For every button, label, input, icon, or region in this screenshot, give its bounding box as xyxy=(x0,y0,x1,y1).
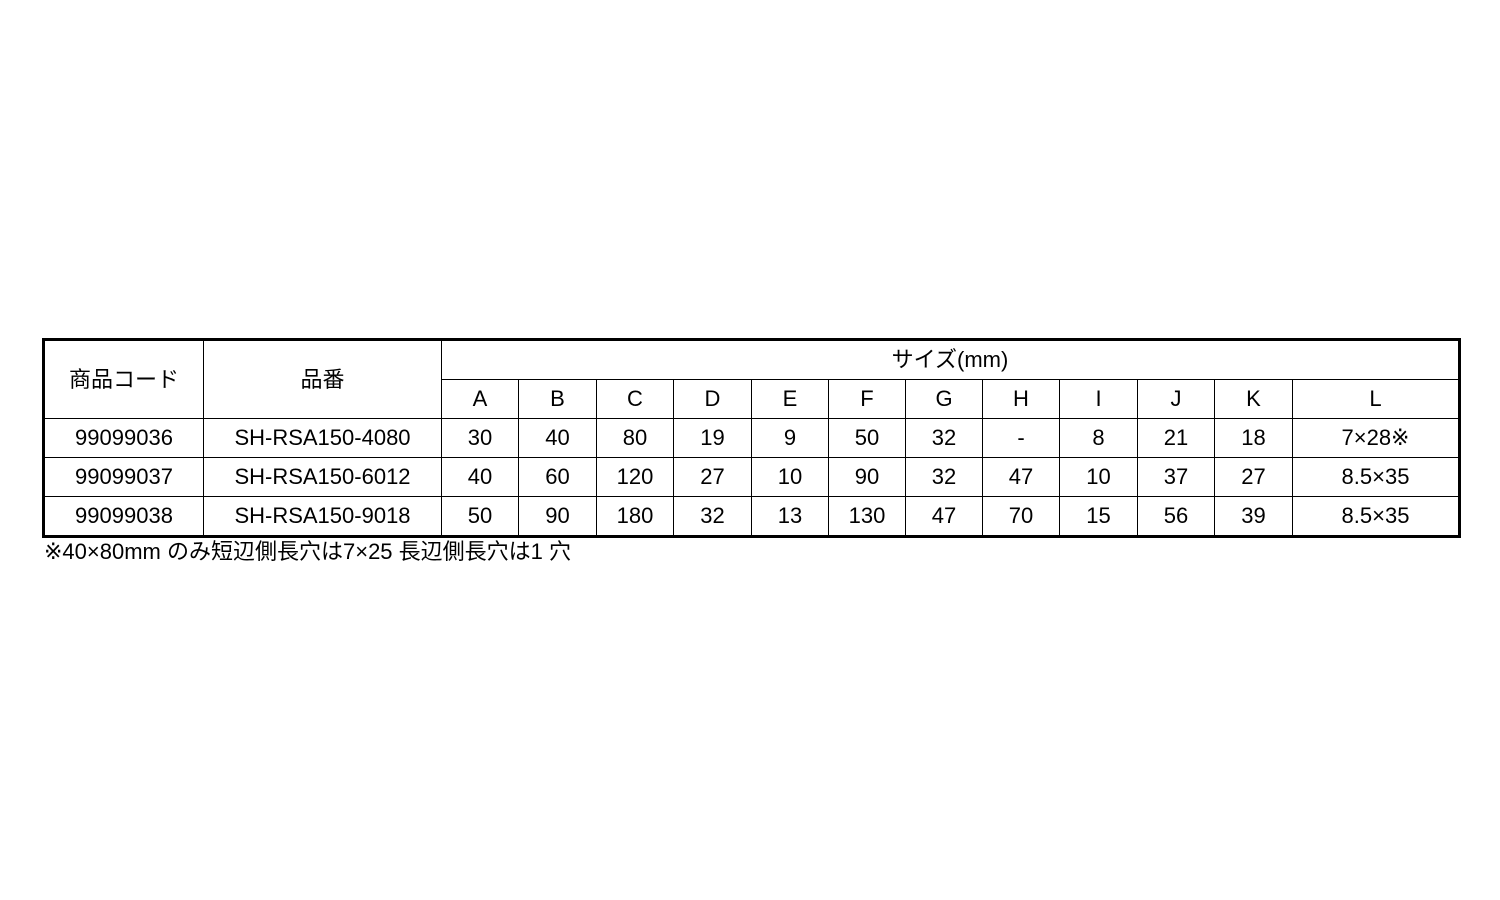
footnote: ※40×80mm のみ短辺側長穴は7×25 長辺側長穴は1 穴 xyxy=(44,539,572,564)
cell-size-j: 37 xyxy=(1137,457,1215,497)
cell-size-c: 80 xyxy=(596,418,674,458)
cell-size-b: 40 xyxy=(518,418,597,458)
header-size-b: B xyxy=(518,379,597,419)
cell-size-h: 47 xyxy=(982,457,1060,497)
table-row: 99099037 SH-RSA150-6012 40 60 120 27 10 90 32 47 1… xyxy=(43,457,1460,497)
header-size-group: サイズ(mm) xyxy=(441,339,1460,380)
cell-size-e: 10 xyxy=(751,457,829,497)
header-size-h: H xyxy=(982,379,1060,419)
cell-size-a: 30 xyxy=(441,418,519,458)
header-size-c: C xyxy=(596,379,674,419)
cell-size-i: 10 xyxy=(1059,457,1138,497)
cell-size-b: 60 xyxy=(518,457,597,497)
table-row: 99099038 SH-RSA150-9018 50 90 180 32 13 130 47 70… xyxy=(43,496,1460,537)
header-code: 商品コード xyxy=(43,339,204,419)
header-size-e: E xyxy=(751,379,829,419)
cell-size-b: 90 xyxy=(518,496,597,537)
header-size-j: J xyxy=(1137,379,1215,419)
cell-size-g: 32 xyxy=(905,418,983,458)
header-size-l: L xyxy=(1292,379,1460,419)
header-size-g: G xyxy=(905,379,983,419)
header-size-i: I xyxy=(1059,379,1138,419)
cell-size-g: 32 xyxy=(905,457,983,497)
cell-size-h: - xyxy=(982,418,1060,458)
cell-size-k: 27 xyxy=(1214,457,1293,497)
cell-size-d: 27 xyxy=(673,457,752,497)
cell-size-d: 32 xyxy=(673,496,752,537)
cell-size-c: 180 xyxy=(596,496,674,537)
cell-size-l: 8.5×35 xyxy=(1292,496,1460,537)
cell-size-j: 56 xyxy=(1137,496,1215,537)
cell-size-l: 8.5×35 xyxy=(1292,457,1460,497)
cell-part-no: SH-RSA150-6012 xyxy=(203,457,442,497)
cell-size-e: 13 xyxy=(751,496,829,537)
header-size-d: D xyxy=(673,379,752,419)
cell-part-no: SH-RSA150-9018 xyxy=(203,496,442,537)
cell-code: 99099038 xyxy=(43,496,204,537)
cell-size-l: 7×28※ xyxy=(1292,418,1460,458)
header-size-f: F xyxy=(828,379,906,419)
cell-size-j: 21 xyxy=(1137,418,1215,458)
table-row: 99099036 SH-RSA150-4080 30 40 80 19 9 50 32-8 21 1… xyxy=(43,418,1460,458)
cell-size-i: 8 xyxy=(1059,418,1138,458)
header-size-a: A xyxy=(441,379,519,419)
cell-size-g: 47 xyxy=(905,496,983,537)
cell-size-k: 39 xyxy=(1214,496,1293,537)
cell-part-no: SH-RSA150-4080 xyxy=(203,418,442,458)
cell-code: 99099036 xyxy=(43,418,204,458)
cell-code: 99099037 xyxy=(43,457,204,497)
cell-size-f: 50 xyxy=(828,418,906,458)
cell-size-e: 9 xyxy=(751,418,829,458)
header-part-no: 品番 xyxy=(203,339,442,419)
cell-size-i: 15 xyxy=(1059,496,1138,537)
cell-size-a: 50 xyxy=(441,496,519,537)
cell-size-k: 18 xyxy=(1214,418,1293,458)
cell-size-c: 120 xyxy=(596,457,674,497)
cell-size-h: 70 xyxy=(982,496,1060,537)
cell-size-a: 40 xyxy=(441,457,519,497)
cell-size-d: 19 xyxy=(673,418,752,458)
cell-size-f: 130 xyxy=(828,496,906,537)
cell-size-f: 90 xyxy=(828,457,906,497)
header-size-k: K xyxy=(1214,379,1293,419)
